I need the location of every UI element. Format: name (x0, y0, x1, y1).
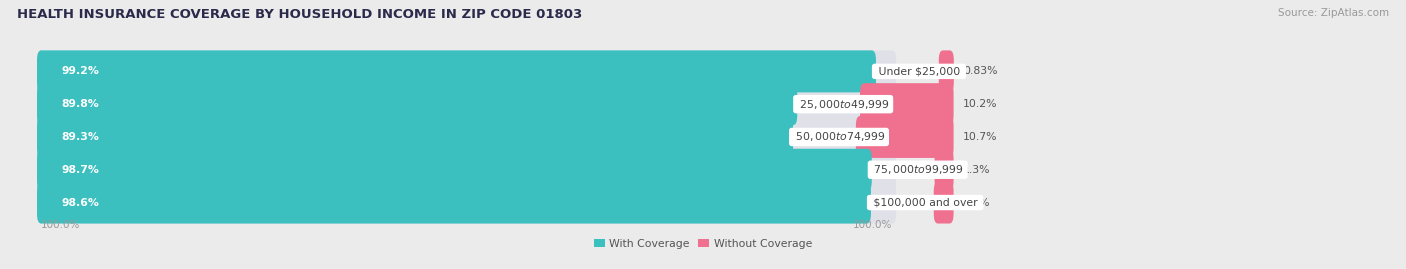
FancyBboxPatch shape (37, 149, 872, 191)
FancyBboxPatch shape (37, 149, 896, 191)
Text: $100,000 and over: $100,000 and over (869, 197, 981, 208)
FancyBboxPatch shape (37, 83, 797, 125)
Text: 100.0%: 100.0% (853, 220, 893, 230)
Text: 98.6%: 98.6% (62, 197, 100, 208)
FancyBboxPatch shape (37, 83, 896, 125)
FancyBboxPatch shape (935, 149, 953, 191)
Text: 99.2%: 99.2% (62, 66, 100, 76)
FancyBboxPatch shape (860, 83, 953, 125)
Text: 89.8%: 89.8% (62, 99, 98, 109)
Text: 10.2%: 10.2% (963, 99, 997, 109)
Text: 0.83%: 0.83% (963, 66, 998, 76)
FancyBboxPatch shape (37, 116, 793, 158)
FancyBboxPatch shape (939, 50, 953, 92)
FancyBboxPatch shape (37, 182, 896, 224)
Text: 98.7%: 98.7% (62, 165, 100, 175)
Text: 10.7%: 10.7% (963, 132, 997, 142)
FancyBboxPatch shape (37, 50, 896, 92)
Text: $75,000 to $99,999: $75,000 to $99,999 (870, 163, 965, 176)
FancyBboxPatch shape (934, 182, 953, 224)
Text: $25,000 to $49,999: $25,000 to $49,999 (796, 98, 890, 111)
Text: Source: ZipAtlas.com: Source: ZipAtlas.com (1278, 8, 1389, 18)
Text: $50,000 to $74,999: $50,000 to $74,999 (792, 130, 886, 143)
FancyBboxPatch shape (37, 182, 870, 224)
Legend: With Coverage, Without Coverage: With Coverage, Without Coverage (589, 234, 817, 253)
Text: 1.3%: 1.3% (963, 165, 991, 175)
FancyBboxPatch shape (37, 50, 876, 92)
FancyBboxPatch shape (856, 116, 953, 158)
FancyBboxPatch shape (37, 116, 896, 158)
Text: Under $25,000: Under $25,000 (875, 66, 963, 76)
Text: 100.0%: 100.0% (41, 220, 80, 230)
Text: HEALTH INSURANCE COVERAGE BY HOUSEHOLD INCOME IN ZIP CODE 01803: HEALTH INSURANCE COVERAGE BY HOUSEHOLD I… (17, 8, 582, 21)
Text: 89.3%: 89.3% (62, 132, 100, 142)
Text: 1.4%: 1.4% (963, 197, 991, 208)
